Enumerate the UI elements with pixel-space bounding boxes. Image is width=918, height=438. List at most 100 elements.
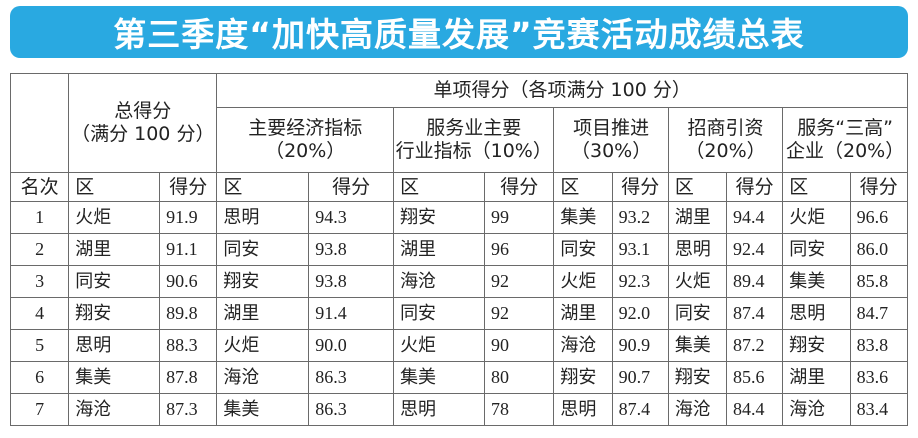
score-cell: 94.3 [308, 201, 395, 234]
score-cell: 93.1 [611, 233, 669, 266]
score-cell: 90.7 [611, 361, 669, 394]
score-cell: 86.0 [849, 233, 909, 266]
score-cell: 89.4 [726, 265, 784, 298]
page-title: 第三季度“加快高质量发展”竞赛活动成绩总表 [113, 15, 805, 54]
category-header-enterprise: 服务“三高” 企业（20%） [782, 107, 908, 173]
table-row: 5 思明 88.3 火炬 90.0 火炬 90 海沧 90.9 集美 87.2 翔安 83.8 [9, 329, 909, 362]
category-header-investment: 招商引资 （20%） [667, 107, 784, 173]
total-district-cell: 火炬 [68, 201, 161, 234]
category-header-project: 项目推进 （30%） [553, 107, 669, 173]
score-cell: 85.8 [849, 265, 909, 298]
district-cell: 翔安 [782, 329, 851, 362]
district-header: 区 [553, 172, 613, 202]
district-cell: 同安 [553, 233, 613, 266]
corner-cell [9, 73, 70, 173]
district-cell: 思明 [553, 393, 613, 426]
district-cell: 火炬 [393, 329, 485, 362]
score-header: 得分 [159, 172, 218, 202]
table-row: 3 同安 90.6 翔安 93.8 海沧 92 火炬 92.3 火炬 89.4 集美 85.8 [9, 265, 909, 298]
score-cell: 91.4 [308, 297, 395, 330]
district-cell: 火炬 [216, 329, 310, 362]
district-cell: 同安 [782, 233, 851, 266]
rank-cell: 5 [9, 329, 70, 362]
total-district-cell: 海沧 [68, 393, 161, 426]
district-cell: 同安 [667, 297, 728, 330]
district-cell: 火炬 [782, 201, 851, 234]
total-district-cell: 思明 [68, 329, 161, 362]
table-row: 6 集美 87.8 海沧 86.3 集美 80 翔安 90.7 翔安 85.6 湖里 83.6 [9, 361, 909, 394]
district-cell: 火炬 [553, 265, 613, 298]
total-score-cell: 87.3 [159, 393, 218, 426]
district-cell: 翔安 [216, 265, 310, 298]
title-banner: 第三季度“加快高质量发展”竞赛活动成绩总表 [10, 6, 908, 58]
district-cell: 翔安 [393, 201, 485, 234]
score-cell: 92.0 [611, 297, 669, 330]
score-cell: 93.8 [308, 233, 395, 266]
district-cell: 湖里 [393, 233, 485, 266]
district-cell: 湖里 [782, 361, 851, 394]
district-cell: 海沧 [553, 329, 613, 362]
total-score-cell: 89.8 [159, 297, 218, 330]
district-cell: 同安 [216, 233, 310, 266]
total-score-cell: 90.6 [159, 265, 218, 298]
total-score-header: 总得分 （满分 100 分） [68, 73, 218, 173]
district-cell: 集美 [667, 329, 728, 362]
rank-cell: 4 [9, 297, 70, 330]
total-district-cell: 湖里 [68, 233, 161, 266]
score-cell: 94.4 [726, 201, 784, 234]
score-cell: 90.0 [308, 329, 395, 362]
score-cell: 92.4 [726, 233, 784, 266]
score-cell: 86.3 [308, 361, 395, 394]
district-cell: 集美 [393, 361, 485, 394]
score-cell: 87.4 [726, 297, 784, 330]
district-header: 区 [782, 172, 851, 202]
table-row: 1 火炬 91.9 思明 94.3 翔安 99 集美 93.2 湖里 94.4 火炬 96.6 [9, 201, 909, 234]
score-cell: 92 [483, 297, 555, 330]
district-header: 区 [216, 172, 310, 202]
district-header: 区 [667, 172, 728, 202]
table-row: 2 湖里 91.1 同安 93.8 湖里 96 同安 93.1 思明 92.4 同安 86.0 [9, 233, 909, 266]
score-header: 得分 [726, 172, 784, 202]
score-table: 总得分 （满分 100 分） 单项得分（各项满分 100 分） 主要经济指标 （… [9, 73, 909, 426]
score-cell: 90 [483, 329, 555, 362]
rank-header: 名次 [9, 172, 70, 202]
district-cell: 海沧 [782, 393, 851, 426]
district-cell: 火炬 [667, 265, 728, 298]
score-header: 得分 [611, 172, 669, 202]
district-cell: 湖里 [216, 297, 310, 330]
score-cell: 78 [483, 393, 555, 426]
district-cell: 集美 [553, 201, 613, 234]
score-cell: 87.2 [726, 329, 784, 362]
district-cell: 思明 [216, 201, 310, 234]
score-cell: 92.3 [611, 265, 669, 298]
rank-cell: 7 [9, 393, 70, 426]
score-header: 得分 [483, 172, 555, 202]
table-row: 4 翔安 89.8 湖里 91.4 同安 92 湖里 92.0 同安 87.4 思明 84.7 [9, 297, 909, 330]
score-cell: 92 [483, 265, 555, 298]
score-cell: 93.8 [308, 265, 395, 298]
single-score-header: 单项得分（各项满分 100 分） [216, 73, 908, 108]
district-cell: 海沧 [393, 265, 485, 298]
score-cell: 83.8 [849, 329, 909, 362]
rank-cell: 6 [9, 361, 70, 394]
score-cell: 83.4 [849, 393, 909, 426]
district-cell: 集美 [216, 393, 310, 426]
district-cell: 思明 [667, 233, 728, 266]
total-score-cell: 88.3 [159, 329, 218, 362]
district-cell: 翔安 [553, 361, 613, 394]
district-cell: 湖里 [553, 297, 613, 330]
score-cell: 87.4 [611, 393, 669, 426]
score-cell: 83.6 [849, 361, 909, 394]
score-header: 得分 [308, 172, 395, 202]
district-cell: 翔安 [667, 361, 728, 394]
score-table-container: 总得分 （满分 100 分） 单项得分（各项满分 100 分） 主要经济指标 （… [9, 73, 909, 426]
score-cell: 90.9 [611, 329, 669, 362]
total-district-cell: 同安 [68, 265, 161, 298]
rank-cell: 1 [9, 201, 70, 234]
rank-cell: 3 [9, 265, 70, 298]
total-score-cell: 91.1 [159, 233, 218, 266]
score-cell: 80 [483, 361, 555, 394]
score-cell: 85.6 [726, 361, 784, 394]
score-cell: 93.2 [611, 201, 669, 234]
district-header: 区 [393, 172, 485, 202]
